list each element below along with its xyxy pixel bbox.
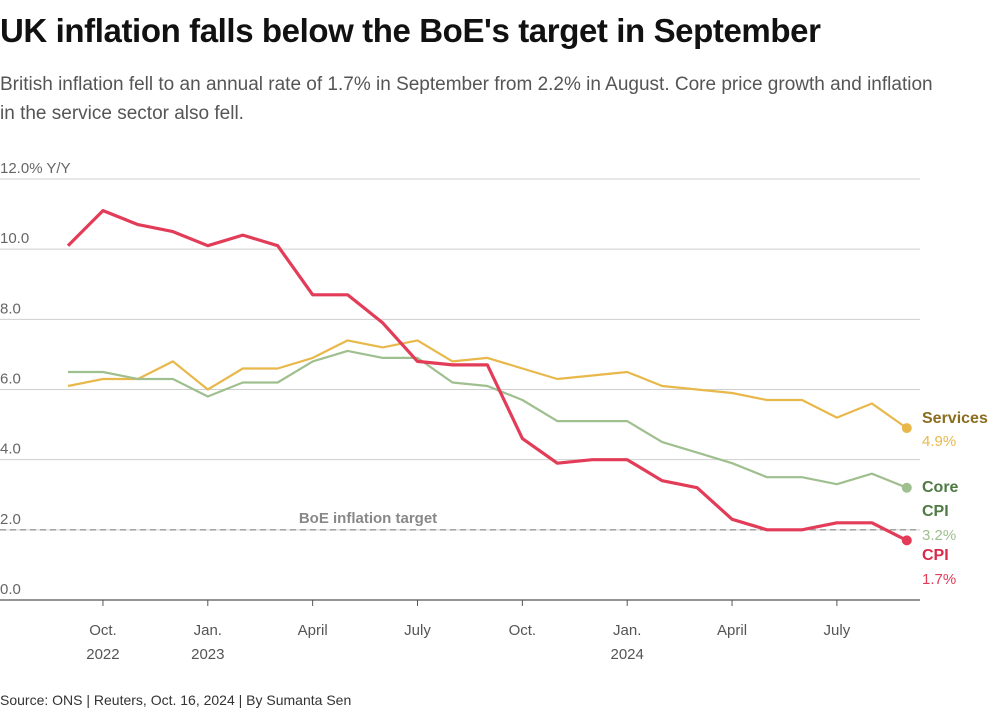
end-label-name: Core xyxy=(922,479,959,496)
end-label-name-line2: CPI xyxy=(922,503,949,520)
boe-target-annotation: BoE inflation target xyxy=(0,510,920,531)
end-point-services xyxy=(901,423,912,434)
x-tick-label: April xyxy=(298,622,328,639)
target-label: BoE inflation target xyxy=(299,510,437,527)
x-tick-label: April xyxy=(717,622,747,639)
chart-subtitle: British inflation fell to an annual rate… xyxy=(0,74,933,124)
x-tick-year: 2022 xyxy=(86,646,119,663)
x-tick-year: 2024 xyxy=(611,646,644,663)
series-line-cpi xyxy=(66,209,908,542)
end-label-value: 3.2% xyxy=(922,527,956,544)
end-label-name: CPI xyxy=(922,547,949,564)
x-tick-label: Oct. xyxy=(509,622,537,639)
y-tick-label: 10.0 xyxy=(0,230,29,247)
end-point-cpi xyxy=(901,535,912,546)
y-tick-label: 8.0 xyxy=(0,300,21,317)
x-tick-label: Jan. xyxy=(613,622,641,639)
y-tick-label: 0.0 xyxy=(0,581,21,598)
end-label-name: Services xyxy=(922,410,988,427)
series-lines xyxy=(66,209,912,546)
y-tick-label: 4.0 xyxy=(0,441,21,458)
y-tick-label: 2.0 xyxy=(0,511,21,528)
y-axis-ticks: 0.0 2.0 4.0 6.0 8.0 10.0 12.0% Y/Y xyxy=(0,160,71,598)
chart-title: UK inflation falls below the BoE's targe… xyxy=(0,12,821,49)
x-tick-label: July xyxy=(404,622,431,639)
line-chart: 0.0 2.0 4.0 6.0 8.0 10.0 12.0% Y/Y BoE inflati… xyxy=(0,160,988,663)
end-label-value: 1.7% xyxy=(922,571,956,588)
series-line-services xyxy=(67,339,908,429)
x-tick-label: Jan. xyxy=(194,622,222,639)
source-note: Source: ONS | Reuters, Oct. 16, 2024 | B… xyxy=(0,692,352,708)
series-line-core xyxy=(68,349,908,489)
y-tick-label: 6.0 xyxy=(0,371,21,388)
series-end-labels: Services 4.9% Core 3.2% CPI 1.7% CPI xyxy=(922,410,988,588)
x-tick-year: 2023 xyxy=(191,646,224,663)
grid-lines xyxy=(0,178,920,601)
end-label-value: 4.9% xyxy=(922,433,956,450)
x-tick-label: Oct. xyxy=(89,622,117,639)
x-tick-label: July xyxy=(824,622,851,639)
x-axis-ticks: Oct. 2022 Jan. 2023 April July Oct. Jan. 2024 Apr… xyxy=(86,600,851,663)
end-point-core xyxy=(901,482,912,493)
y-tick-label: 12.0% Y/Y xyxy=(0,160,71,177)
